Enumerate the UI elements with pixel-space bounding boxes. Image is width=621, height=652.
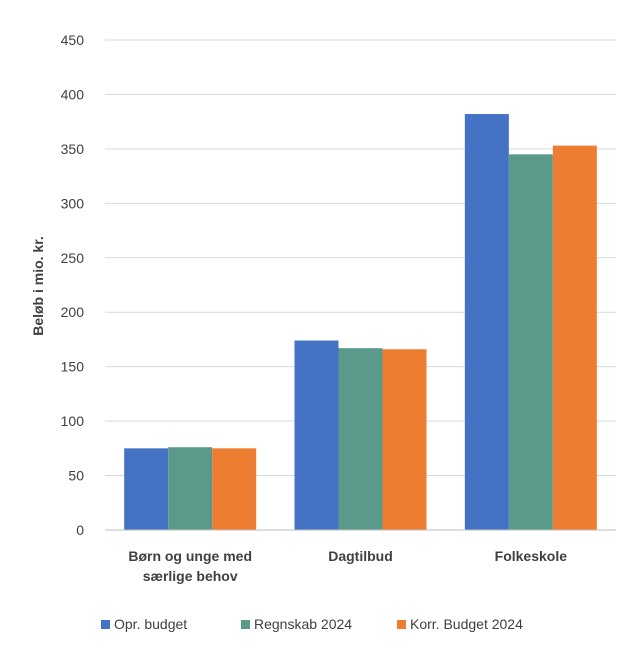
y-tick-label: 400 xyxy=(61,86,85,102)
category-label: særlige behov xyxy=(143,568,238,584)
legend-swatch xyxy=(241,620,250,629)
y-tick-label: 200 xyxy=(61,304,85,320)
legend-swatch xyxy=(101,620,110,629)
bar-opr-budget-1 xyxy=(294,340,339,530)
category-label: Børn og unge med xyxy=(128,548,252,564)
category-label: Folkeskole xyxy=(495,548,568,564)
y-tick-label: 0 xyxy=(76,522,84,538)
bar-regnskab-2024-0 xyxy=(168,447,213,530)
y-tick-label: 100 xyxy=(61,413,85,429)
y-axis-label: Beløb i mio. kr. xyxy=(30,236,46,336)
legend-label: Regnskab 2024 xyxy=(254,616,352,632)
y-tick-label: 300 xyxy=(61,195,85,211)
bar-korr-budget-2024-0 xyxy=(212,448,257,530)
y-tick-label: 250 xyxy=(61,250,85,266)
bar-opr-budget-0 xyxy=(124,448,169,530)
bar-korr-budget-2024-1 xyxy=(382,349,427,530)
bar-regnskab-2024-2 xyxy=(508,154,553,531)
bar-opr-budget-2 xyxy=(464,114,509,531)
bar-regnskab-2024-1 xyxy=(338,348,383,530)
legend-label: Korr. Budget 2024 xyxy=(410,616,523,632)
category-label: Dagtilbud xyxy=(328,548,393,564)
y-tick-label: 450 xyxy=(61,32,85,48)
bars xyxy=(124,114,597,531)
y-tick-label: 50 xyxy=(68,468,84,484)
y-axis-ticks: 0 50 100 150 200 250 300 350 400 450 xyxy=(61,32,85,538)
legend: Opr. budget Regnskab 2024 Korr. Budget 202… xyxy=(101,616,523,632)
gridlines xyxy=(105,39,616,477)
legend-swatch xyxy=(397,620,406,629)
legend-label: Opr. budget xyxy=(114,616,187,632)
x-axis-categories: Børn og unge med særlige behov Dagtilbud Fo… xyxy=(128,548,567,584)
bar-korr-budget-2024-2 xyxy=(552,145,597,530)
y-tick-label: 350 xyxy=(61,141,85,157)
y-tick-label: 150 xyxy=(61,359,85,375)
